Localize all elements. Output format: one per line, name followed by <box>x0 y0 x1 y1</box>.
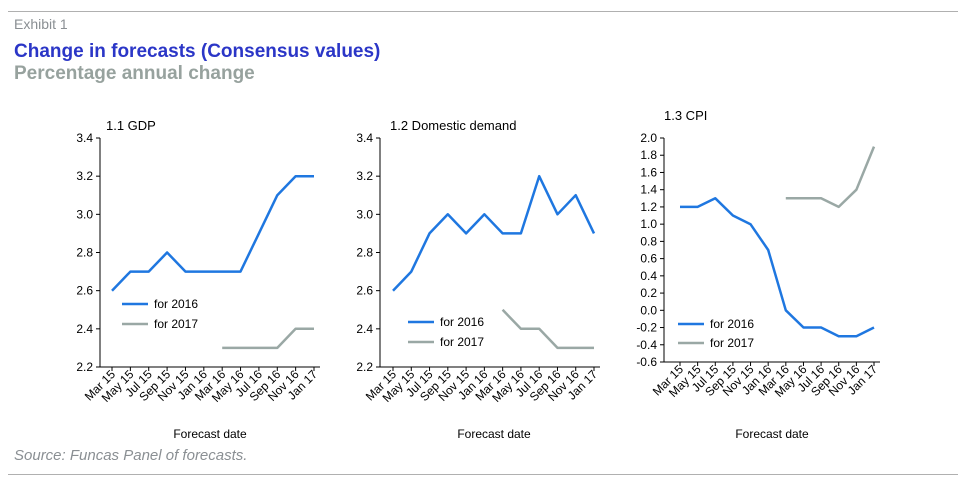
series-line-2016 <box>111 174 314 292</box>
legend-label: for 2016 <box>154 297 198 311</box>
series-line-2017 <box>501 308 594 350</box>
y-tick-label: 2.8 <box>76 246 93 260</box>
y-tick-label: 3.0 <box>76 207 93 221</box>
x-axis-label: Forecast date <box>173 427 247 441</box>
y-tick-label: 0.2 <box>640 286 657 300</box>
y-tick-label: 1.8 <box>640 148 657 162</box>
y-tick-label: 0.8 <box>640 234 657 248</box>
page-subtitle: Percentage annual change <box>14 63 255 84</box>
y-tick-label: 2.2 <box>76 360 93 374</box>
y-tick-label: 2.0 <box>640 131 657 145</box>
legend-label: for 2016 <box>440 315 484 329</box>
y-tick-label: 3.4 <box>76 131 93 145</box>
y-tick-label: 3.2 <box>356 169 373 183</box>
y-tick-label: 2.6 <box>356 284 373 298</box>
source-note: Source: Funcas Panel of forecasts. <box>14 447 248 464</box>
chart-title: 1.3 CPI <box>664 108 707 123</box>
legend-label: for 2017 <box>440 335 484 349</box>
chart-3: 1.3 CPI -0.6 -0.4 -0.2 0.0 0.2 0.4 0.6 0.8 1.0 1.2… <box>636 108 880 441</box>
y-tick-label: 2.4 <box>356 322 373 336</box>
y-tick-label: 2.6 <box>76 284 93 298</box>
y-tick-label: 2.2 <box>356 360 373 374</box>
y-tick-label: 2.8 <box>356 246 373 260</box>
legend-label: for 2016 <box>710 317 754 331</box>
y-tick-label: 1.0 <box>640 217 657 231</box>
x-axis-label: Forecast date <box>457 427 531 441</box>
y-tick-label: 1.4 <box>640 183 657 197</box>
y-tick-label: 3.2 <box>76 169 93 183</box>
y-tick-label: 3.4 <box>356 131 373 145</box>
y-tick-label: 1.2 <box>640 200 657 214</box>
y-tick-label: 2.4 <box>76 322 93 336</box>
series-line-2017 <box>785 146 876 209</box>
y-tick-label: 0.4 <box>640 269 657 283</box>
page-title: Change in forecasts (Consensus values) <box>14 41 381 62</box>
chart-title: 1.1 GDP <box>106 118 156 133</box>
y-tick-label: -0.6 <box>636 355 657 369</box>
y-tick-label: 3.0 <box>356 207 373 221</box>
top-rule <box>8 11 958 12</box>
exhibit-label: Exhibit 1 <box>14 16 68 32</box>
bottom-rule <box>8 474 958 475</box>
legend-label: for 2017 <box>154 317 198 331</box>
x-axis-label: Forecast date <box>735 427 809 441</box>
chart-2: 1.2 Domestic demand 2.2 2.4 2.6 2.8 3.0 3.2 3.4… <box>356 118 600 441</box>
y-tick-label: 1.6 <box>640 165 657 179</box>
series-line-2016 <box>680 197 875 338</box>
y-tick-label: -0.4 <box>636 338 657 352</box>
y-tick-label: 0.0 <box>640 303 657 317</box>
chart-title: 1.2 Domestic demand <box>390 118 516 133</box>
y-tick-label: 0.6 <box>640 252 657 266</box>
series-line-2017 <box>222 327 314 350</box>
series-line-2016 <box>392 174 596 292</box>
y-tick-label: -0.2 <box>636 321 657 335</box>
legend-label: for 2017 <box>710 336 754 350</box>
